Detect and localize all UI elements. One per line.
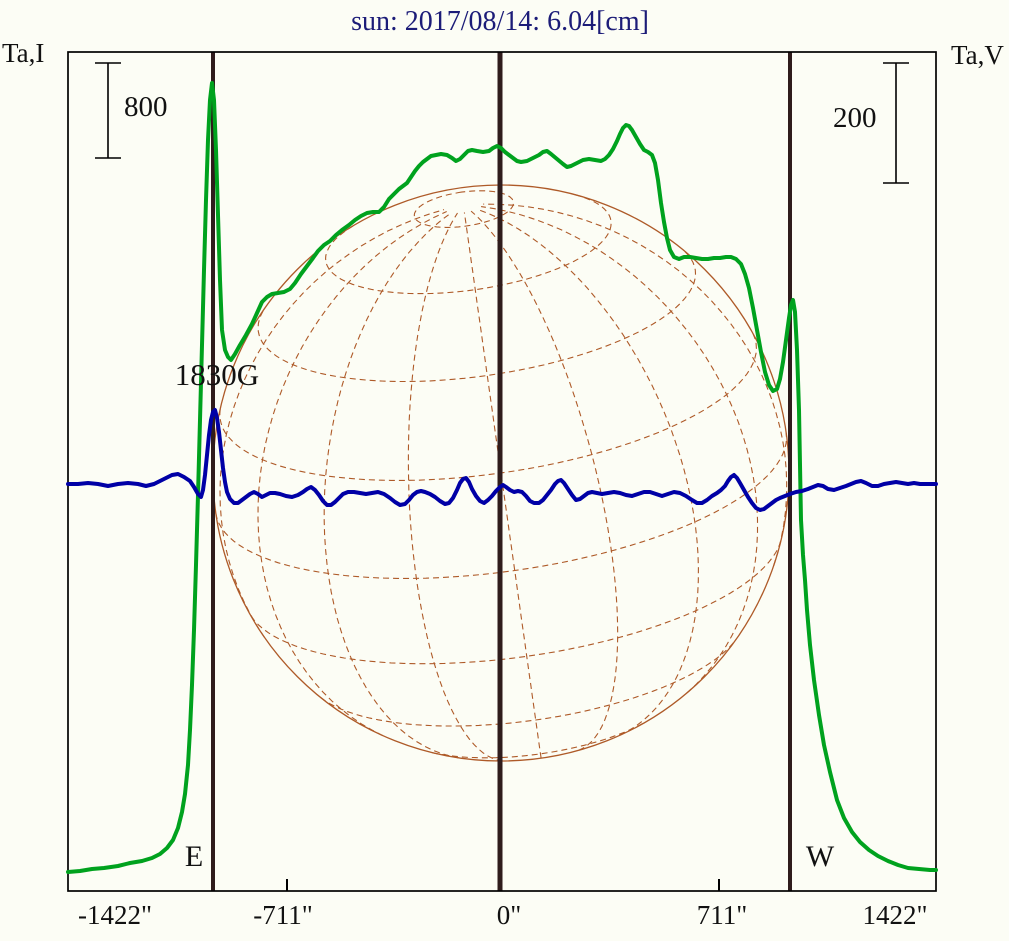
- solar-grid-parallel: [250, 541, 782, 665]
- solar-grid-meridian: [483, 203, 788, 566]
- polarization-curve: [66, 408, 938, 512]
- peak-annotation: 1830G: [174, 357, 260, 392]
- solar-grid-meridian: [476, 208, 699, 736]
- west-limb-label: W: [805, 840, 835, 873]
- solar-grid-meridian: [323, 212, 460, 759]
- solar-grid-parallel: [413, 190, 515, 228]
- x-tick-label-711: 711": [696, 900, 748, 930]
- intensity-curve: [66, 81, 938, 874]
- solar-grid-parallel: [325, 194, 612, 295]
- solar-grid-parallel: [215, 432, 788, 579]
- x-tick-label-neg1422: -1422": [77, 900, 153, 930]
- x-tick-label-neg711: -711": [253, 900, 313, 930]
- east-limb-label: E: [184, 840, 204, 873]
- solar-grid-meridian: [470, 210, 619, 751]
- solar-grid-meridian: [481, 206, 759, 694]
- solar-grid-meridian: [463, 212, 542, 759]
- page-title: sun: 2017/08/14: 6.04[cm]: [351, 6, 649, 37]
- solar-grid-meridian: [219, 209, 445, 638]
- solar-grid-parallel: [257, 251, 697, 383]
- solar-grid-meridian: [257, 211, 447, 737]
- left-scale-value: 800: [124, 91, 168, 123]
- solar-grid-parallel: [432, 722, 645, 759]
- solar-grid-parallel: [320, 638, 737, 727]
- x-tick-label-1422: 1422": [862, 900, 928, 930]
- solar-grid-parallel: [219, 334, 757, 481]
- plot-frame: [67, 51, 937, 892]
- left-axis-label: Ta,I: [2, 38, 45, 68]
- right-scale-value: 200: [833, 102, 877, 134]
- solar-grid-meridian: [407, 212, 503, 762]
- x-tick-label-0: 0": [496, 900, 522, 930]
- right-axis-label: Ta,V: [951, 40, 1004, 70]
